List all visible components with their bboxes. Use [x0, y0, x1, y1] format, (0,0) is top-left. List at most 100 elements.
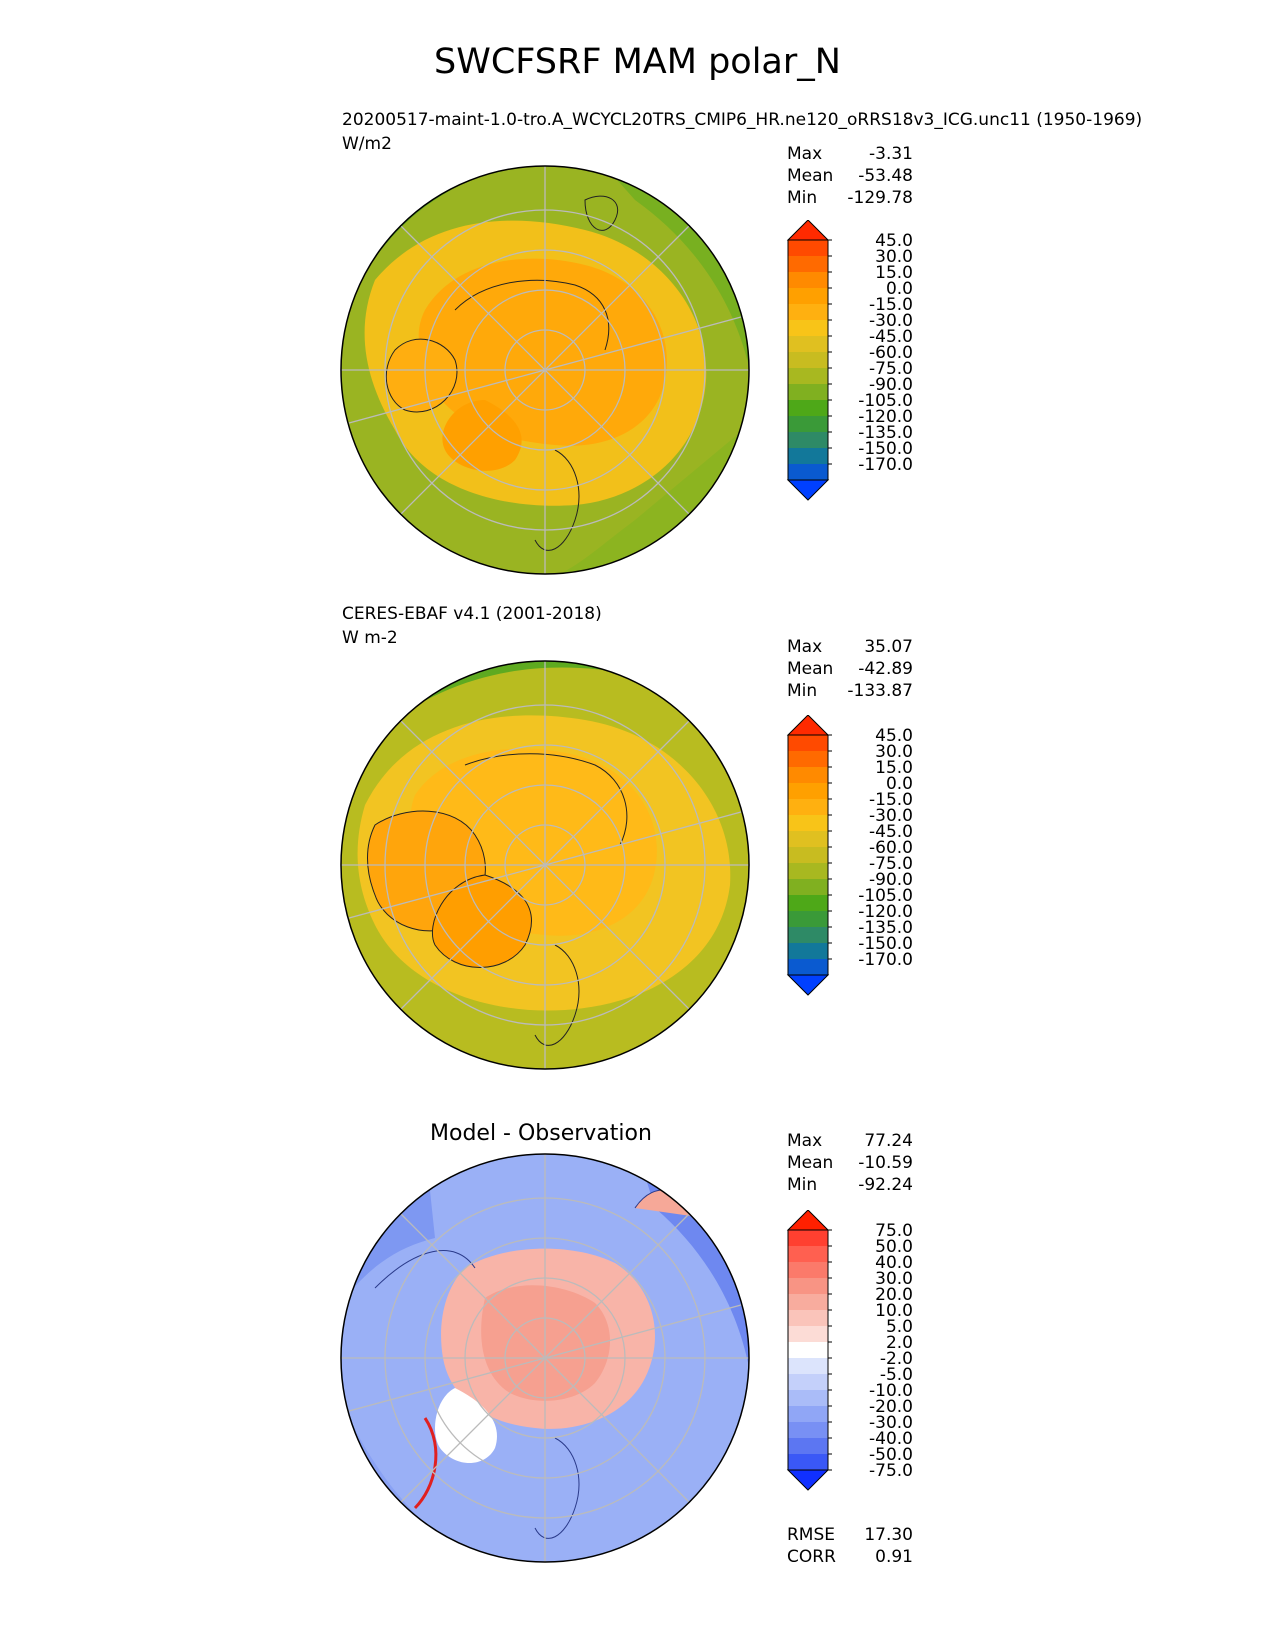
colorbar-segment [788, 448, 828, 465]
colorbar-segment [788, 240, 828, 257]
colorbar-tick-label: 40.0 [875, 1253, 913, 1273]
panel3-metrics: RMSE 17.30 CORR 0.91 [787, 1524, 913, 1568]
colorbar-tick-label: -105.0 [858, 886, 913, 906]
panel1-stat-label: Mean [787, 166, 834, 186]
panel2-stat-label: Mean [787, 659, 834, 679]
colorbar-segment [788, 767, 828, 784]
colorbar-tick-label: -90.0 [869, 375, 913, 395]
colorbar-tick-label: -150.0 [858, 934, 913, 954]
colorbar-tick-label: 5.0 [886, 1317, 913, 1337]
colorbar-tick-label: 30.0 [875, 742, 913, 762]
panel1-units: W/m2 [342, 134, 392, 154]
colorbar-extend-bottom [786, 974, 830, 996]
colorbar-tick-label: -10.0 [869, 1381, 913, 1401]
colorbar-tick-label: -90.0 [869, 870, 913, 890]
colorbar-tick-label: -5.0 [880, 1365, 913, 1385]
panel3-stat-label: Min [787, 1175, 818, 1195]
colorbar-tick-label: -120.0 [858, 902, 913, 922]
colorbar-segment [788, 1374, 828, 1391]
colorbar-segment [788, 288, 828, 305]
colorbar-tick-label: -120.0 [858, 407, 913, 427]
map-coastline [374, 1250, 476, 1289]
colorbar-tick-label: -75.0 [869, 1461, 913, 1481]
panel3-stat-value: -92.24 [858, 1175, 913, 1195]
colorbar-tick-label: 30.0 [875, 247, 913, 267]
panel2-polar-map [340, 660, 750, 1070]
colorbar-tick-label: -20.0 [869, 1397, 913, 1417]
colorbar-tick-label: -60.0 [869, 838, 913, 858]
colorbar-segment [788, 320, 828, 337]
colorbar-segment [788, 368, 828, 385]
panel3-stat-value: 77.24 [864, 1131, 913, 1151]
map-coastline [454, 279, 610, 351]
colorbar-segment [788, 384, 828, 401]
colorbar-segment [788, 1246, 828, 1263]
corr-value: 0.91 [875, 1547, 913, 1567]
colorbar-segment [788, 1438, 828, 1455]
panel2-stat-label: Max [787, 637, 823, 657]
colorbar-segment [788, 751, 828, 768]
colorbar-segment [788, 1406, 828, 1423]
colorbar-tick-label: 45.0 [875, 726, 913, 746]
colorbar-segment [788, 1422, 828, 1439]
colorbar-tick-label: 50.0 [875, 1237, 913, 1257]
colorbar-extend-bottom [786, 479, 830, 501]
colorbar-tick-label: 30.0 [875, 1269, 913, 1289]
panel2-title: CERES-EBAF v4.1 (2001-2018) [342, 604, 602, 624]
colorbar-tick-label: -75.0 [869, 359, 913, 379]
colorbar-segment [788, 352, 828, 369]
panel1-stat-label: Min [787, 188, 818, 208]
panel1-stat-value: -53.48 [858, 166, 913, 186]
colorbar-tick-label: -105.0 [858, 391, 913, 411]
colorbar-segment [788, 272, 828, 289]
colorbar-segment [788, 847, 828, 864]
panel2-stat-value: 35.07 [864, 637, 913, 657]
colorbar-segment [788, 256, 828, 273]
colorbar-segment [788, 911, 828, 928]
colorbar-extend-bottom [786, 1469, 830, 1491]
panel2-units: W m-2 [342, 628, 398, 648]
colorbar-tick-label: 15.0 [875, 758, 913, 778]
colorbar-segment [788, 1390, 828, 1407]
colorbar-tick-label: -30.0 [869, 806, 913, 826]
figure-title: SWCFSRF MAM polar_N [434, 42, 841, 82]
colorbar-tick-label: -150.0 [858, 439, 913, 459]
corr-label: CORR [787, 1547, 836, 1567]
panel2-colorbar: 45.030.015.00.0-15.0-30.0-45.0-60.0-75.0… [786, 715, 913, 996]
colorbar-frame [787, 734, 829, 976]
colorbar-tick-label: -45.0 [869, 822, 913, 842]
panel3-polar-map [340, 1153, 750, 1563]
panel1-stat-value: -3.31 [869, 144, 913, 164]
colorbar-segment [788, 1294, 828, 1311]
colorbar-segment [788, 1230, 828, 1247]
panel3-stat-label: Mean [787, 1153, 834, 1173]
colorbar-segment [788, 416, 828, 433]
colorbar-tick-label: 10.0 [875, 1301, 913, 1321]
colorbar-tick-label: -75.0 [869, 854, 913, 874]
colorbar-tick-label: 75.0 [875, 1221, 913, 1241]
colorbar-segment [788, 959, 828, 976]
colorbar-tick-label: 45.0 [875, 231, 913, 251]
colorbar-segment [788, 831, 828, 848]
colorbar-tick-label: 0.0 [886, 774, 913, 794]
map-coastline [413, 1417, 438, 1510]
colorbar-tick-label: -135.0 [858, 423, 913, 443]
colorbar-tick-label: -170.0 [858, 950, 913, 970]
meridian-line [348, 864, 546, 919]
meridian-line [544, 1304, 742, 1359]
panel1-colorbar: 45.030.015.00.0-15.0-30.0-45.0-60.0-75.0… [786, 220, 913, 501]
panel3-stat-label: Max [787, 1131, 823, 1151]
colorbar-tick-label: -40.0 [869, 1429, 913, 1449]
colorbar-segment [788, 464, 828, 481]
colorbar-tick-label: 0.0 [886, 279, 913, 299]
colorbar-frame [787, 1229, 829, 1471]
panel1-stat-label: Max [787, 144, 823, 164]
colorbar-segment [788, 783, 828, 800]
colorbar-tick-label: 2.0 [886, 1333, 913, 1353]
colorbar-segment [788, 1342, 828, 1359]
meridian-line [348, 1357, 546, 1412]
map-coastline [534, 1437, 580, 1539]
colorbar-segment [788, 863, 828, 880]
colorbar-tick-label: -135.0 [858, 918, 913, 938]
panel2-stat-value: -42.89 [858, 659, 913, 679]
